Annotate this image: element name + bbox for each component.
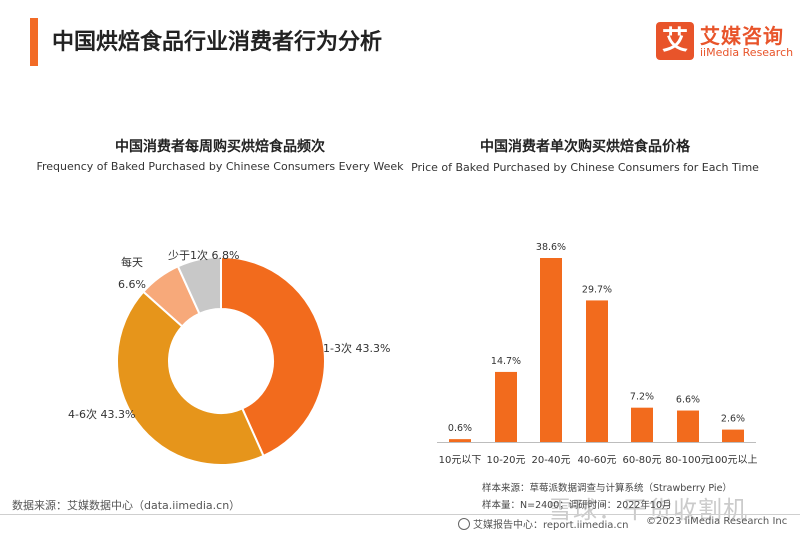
donut-slice-value-label: 6.6%: [118, 278, 146, 291]
bar-chart-title: 中国消费者单次购买烘焙食品价格: [480, 139, 690, 155]
x-tick-label: 100元以上: [708, 454, 757, 466]
donut-chart-subtitle: Frequency of Baked Purchased by Chinese …: [36, 160, 404, 173]
x-tick-label: 10-20元: [486, 455, 525, 466]
logo-text-en: iiMedia Research: [700, 46, 794, 59]
sample-size-note: 样本量：N=2400；调研时间：2022年10月: [482, 500, 672, 511]
bar-value-label: 29.7%: [582, 284, 612, 295]
logo-text-cn: 艾媒咨询: [700, 24, 784, 48]
bar: [631, 407, 653, 442]
globe-icon: [458, 518, 470, 530]
bar-chart-subtitle: Price of Baked Purchased by Chinese Cons…: [411, 161, 759, 174]
footer-divider: [0, 514, 800, 515]
data-source-note: 数据来源：艾媒数据中心（data.iimedia.cn）: [12, 499, 241, 512]
footer-report-center: 艾媒报告中心：report.iimedia.cn: [458, 516, 628, 531]
donut-slice: [116, 290, 265, 466]
donut-slice-label: 4-6次 43.3%: [68, 407, 135, 421]
bar: [540, 258, 562, 442]
bar-value-label: 14.7%: [491, 356, 521, 367]
bar: [495, 371, 517, 442]
footer-copyright: ©2023 iiMedia Research Inc: [646, 516, 788, 527]
logo-mark: 艾: [656, 22, 694, 60]
bar-value-label: 6.6%: [676, 395, 700, 406]
bar-value-label: 2.6%: [721, 414, 745, 425]
bar-value-label: 7.2%: [630, 392, 654, 403]
donut-chart-title: 中国消费者每周购买烘焙食品频次: [115, 139, 325, 155]
donut-slice-label: 1-3次 43.3%: [323, 341, 390, 355]
bar: [449, 439, 471, 442]
x-tick-label: 20-40元: [531, 455, 570, 466]
x-tick-label: 80-100元: [665, 455, 710, 466]
bar: [586, 300, 608, 442]
watermark: 雪球：干货收割机: [548, 496, 748, 524]
sample-source-note: 样本来源：草莓派数据调查与计算系统（Strawberry Pie）: [482, 483, 732, 494]
donut-slice: [176, 255, 222, 315]
x-tick-label: 60-80元: [622, 455, 661, 466]
iimedia-logo: 艾 艾媒咨询 iiMedia Research: [656, 20, 793, 62]
bar: [722, 429, 744, 442]
x-tick-label: 40-60元: [577, 455, 616, 466]
page-title: 中国烘焙食品行业消费者行为分析: [52, 30, 383, 55]
report-center-link: 艾媒报告中心：report.iimedia.cn: [473, 520, 629, 531]
bar-value-label: 38.6%: [536, 242, 566, 253]
x-tick-label: 10元以下: [439, 455, 482, 466]
bar-value-label: 0.6%: [448, 423, 472, 434]
donut-slice-label: 每天: [121, 255, 143, 269]
title-accent-bar: [30, 18, 38, 66]
donut-slice-label: 少于1次 6.8%: [168, 248, 239, 262]
donut-slice: [220, 255, 326, 458]
bar: [677, 410, 699, 442]
